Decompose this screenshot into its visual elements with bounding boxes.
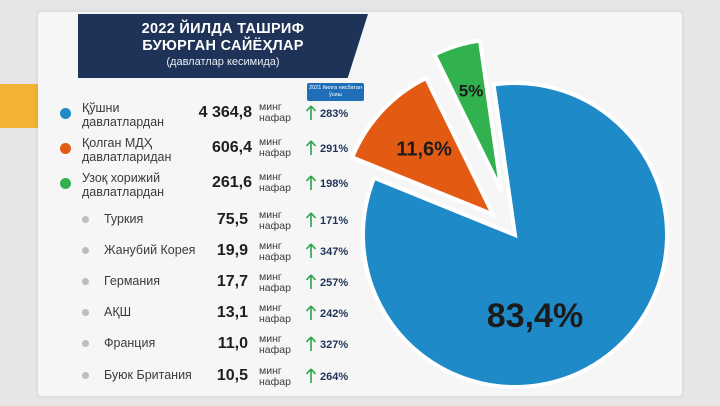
unit-label: минг нафар: [259, 137, 291, 159]
category-value: 4 364,8: [198, 104, 252, 121]
up-arrow-icon: [305, 336, 317, 351]
growth-percent: 242%: [320, 308, 349, 320]
up-arrow-icon: [305, 212, 317, 227]
category-dot: [60, 108, 71, 119]
growth-percent: 171%: [320, 215, 349, 227]
category-label: Қўшни давлатлардан: [82, 101, 165, 129]
unit-line-1: минг: [259, 240, 282, 252]
growth-percent: 257%: [320, 277, 349, 289]
growth-percent: 347%: [320, 246, 349, 258]
category-value: 261,6: [211, 174, 252, 191]
unit-line-1: минг: [259, 271, 282, 283]
country-value: 11,0: [217, 335, 248, 352]
country-value: 75,5: [216, 211, 248, 228]
up-arrow-icon: [305, 243, 317, 258]
country-dot: [82, 216, 89, 223]
unit-line-2: нафар: [259, 112, 291, 124]
accent-bar: [0, 84, 42, 128]
unit-label: минг нафар: [259, 210, 291, 232]
growth-percent: 291%: [320, 143, 349, 155]
pie-slice: [349, 75, 498, 219]
title-banner: 2022 ЙИЛДА ТАШРИФ БУЮРГАН САЙЁҲЛАР (давл…: [78, 14, 368, 78]
country-dot: [82, 278, 89, 285]
country-label: АҚШ: [104, 305, 132, 319]
category-label-line-1: Қолган МДҲ: [82, 136, 153, 150]
title-line-1: 2022 ЙИЛДА ТАШРИФ: [141, 21, 305, 37]
country-value: 10,5: [216, 367, 248, 384]
subtitle: (давлатлар кесимида): [166, 56, 280, 68]
category-dot: [60, 178, 71, 189]
country-label: Туркия: [104, 212, 144, 226]
growth-percent: 283%: [320, 108, 349, 120]
pie-slice-label: 83,4%: [487, 297, 583, 335]
category-label-line-1: Қўшни: [82, 101, 120, 115]
unit-line-2: нафар: [259, 147, 291, 159]
unit-line-1: минг: [259, 136, 282, 148]
pie-slice-label: 5%: [459, 82, 484, 101]
growth-header-badge: 2021 йилга нисбатан ўсиш: [307, 83, 364, 101]
unit-label: минг нафар: [259, 172, 291, 194]
country-value: 13,1: [216, 304, 248, 321]
unit-line-2: нафар: [259, 376, 291, 388]
unit-line-1: минг: [259, 101, 282, 113]
unit-line-1: минг: [259, 209, 282, 221]
up-arrow-icon: [305, 274, 317, 289]
unit-line-2: нафар: [259, 182, 291, 194]
country-dot: [82, 372, 89, 379]
category-label-line-2: давлатлардан: [82, 184, 165, 199]
unit-line-2: нафар: [259, 282, 291, 294]
unit-label: минг нафар: [259, 303, 291, 325]
country-label: Жанубий Корея: [104, 243, 196, 257]
country-dot: [82, 247, 89, 254]
up-arrow-icon: [305, 175, 317, 190]
unit-label: минг нафар: [259, 334, 291, 356]
up-arrow-icon: [305, 305, 317, 320]
category-label-line-2: давлатлардан: [82, 114, 165, 129]
title-line-2: БУЮРГАН САЙЁҲЛАР: [142, 38, 304, 54]
pie-slice-label: 11,6%: [396, 139, 452, 161]
up-arrow-icon: [305, 368, 317, 383]
unit-line-2: нафар: [259, 220, 291, 232]
category-dot: [60, 143, 71, 154]
unit-label: минг нафар: [259, 241, 291, 263]
unit-label: минг нафар: [259, 102, 291, 124]
unit-label: минг нафар: [259, 272, 291, 294]
growth-percent: 327%: [320, 339, 349, 351]
up-arrow-icon: [305, 105, 317, 120]
pie-slice: [361, 81, 669, 389]
unit-line-1: минг: [259, 302, 282, 314]
country-dot: [82, 340, 89, 347]
unit-line-2: нафар: [259, 344, 291, 356]
growth-percent: 198%: [320, 178, 349, 190]
category-value: 606,4: [211, 139, 252, 156]
category-label-line-1: Узоқ хорижий: [82, 171, 161, 185]
unit-line-2: нафар: [259, 251, 291, 263]
category-label: Узоқ хорижий давлатлардан: [82, 171, 165, 199]
unit-line-1: минг: [259, 171, 282, 183]
growth-percent: 264%: [320, 371, 349, 383]
unit-label: минг нафар: [259, 366, 291, 388]
country-label: Франция: [104, 336, 156, 350]
unit-line-2: нафар: [259, 313, 291, 325]
country-value: 19,9: [216, 242, 248, 259]
category-label-line-2: давлатларидан: [82, 149, 172, 164]
up-arrow-icon: [305, 140, 317, 155]
country-label: Буюк Британия: [104, 368, 192, 382]
country-value: 17,7: [216, 273, 248, 290]
unit-line-1: минг: [259, 365, 282, 377]
pie-slice: [431, 38, 504, 192]
unit-line-1: минг: [259, 333, 282, 345]
category-label: Қолган МДҲ давлатларидан: [82, 136, 172, 164]
country-dot: [82, 309, 89, 316]
country-label: Германия: [104, 274, 161, 288]
